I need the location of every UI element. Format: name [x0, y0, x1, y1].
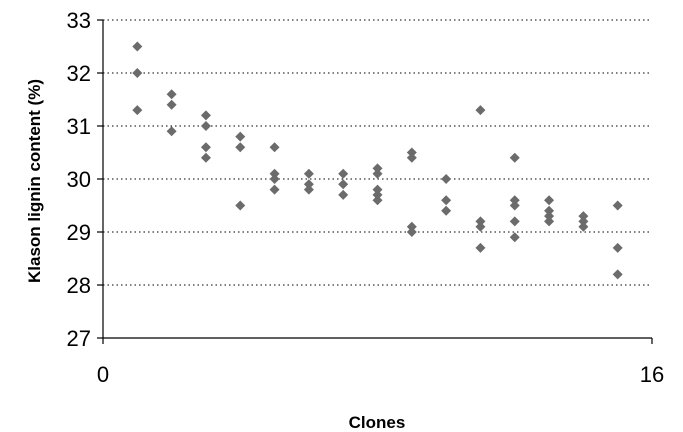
- data-point: [269, 168, 280, 179]
- y-tick-label: 33: [67, 8, 91, 33]
- data-point: [372, 163, 383, 174]
- y-tick-label: 30: [67, 167, 91, 192]
- data-point: [544, 211, 555, 222]
- data-point: [509, 200, 520, 211]
- data-point: [578, 216, 589, 227]
- y-tick-label: 28: [67, 273, 91, 298]
- y-tick-label: 27: [67, 326, 91, 351]
- x-tick-label: 0: [97, 362, 109, 387]
- data-point: [200, 110, 211, 121]
- data-point: [544, 205, 555, 216]
- y-axis-title: Klason lignin content (%): [25, 79, 44, 283]
- data-point: [406, 152, 417, 163]
- data-point: [578, 221, 589, 232]
- y-ticks: 27 28 29 30 31 32 33: [67, 8, 103, 351]
- data-point: [166, 89, 177, 100]
- data-point: [372, 189, 383, 200]
- data-point: [509, 232, 520, 243]
- data-point: [235, 200, 246, 211]
- data-point: [166, 99, 177, 110]
- x-axis-title: Clones: [349, 413, 406, 432]
- data-point: [132, 68, 143, 78]
- data-point: [372, 184, 383, 195]
- data-point: [372, 168, 383, 179]
- data-point: [475, 105, 486, 116]
- data-point: [509, 152, 520, 163]
- data-point: [269, 174, 280, 184]
- data-point: [475, 216, 486, 227]
- data-point: [544, 216, 555, 227]
- data-point: [303, 184, 314, 195]
- x-tick-label: 16: [640, 362, 664, 387]
- data-point: [338, 168, 349, 179]
- data-point: [269, 184, 280, 195]
- data-point: [269, 142, 280, 153]
- y-tick-label: 29: [67, 220, 91, 245]
- data-point: [132, 41, 143, 52]
- data-point: [132, 105, 143, 116]
- data-point: [338, 179, 349, 190]
- data-point: [509, 216, 520, 227]
- x-ticks: 0 16: [97, 338, 664, 387]
- data-point: [578, 211, 589, 222]
- data-point: [441, 174, 452, 184]
- data-point: [475, 221, 486, 232]
- data-point: [200, 142, 211, 153]
- data-point: [612, 242, 623, 253]
- data-point: [200, 152, 211, 163]
- data-point: [200, 121, 211, 131]
- data-point: [166, 126, 177, 137]
- data-point: [235, 131, 246, 142]
- data-point: [612, 269, 623, 280]
- data-point: [612, 200, 623, 211]
- y-tick-label: 31: [67, 114, 91, 139]
- gridlines: [103, 19, 652, 286]
- data-point: [303, 168, 314, 179]
- data-point: [372, 195, 383, 206]
- data-point: [338, 189, 349, 200]
- data-point: [475, 242, 486, 253]
- data-points: [132, 41, 623, 280]
- data-point: [441, 205, 452, 216]
- data-point: [406, 221, 417, 232]
- y-tick-label: 32: [67, 61, 91, 86]
- data-point: [303, 179, 314, 190]
- data-point: [544, 195, 555, 206]
- data-point: [441, 195, 452, 206]
- data-point: [235, 142, 246, 153]
- data-point: [509, 195, 520, 206]
- data-point: [406, 227, 417, 237]
- data-point: [406, 147, 417, 158]
